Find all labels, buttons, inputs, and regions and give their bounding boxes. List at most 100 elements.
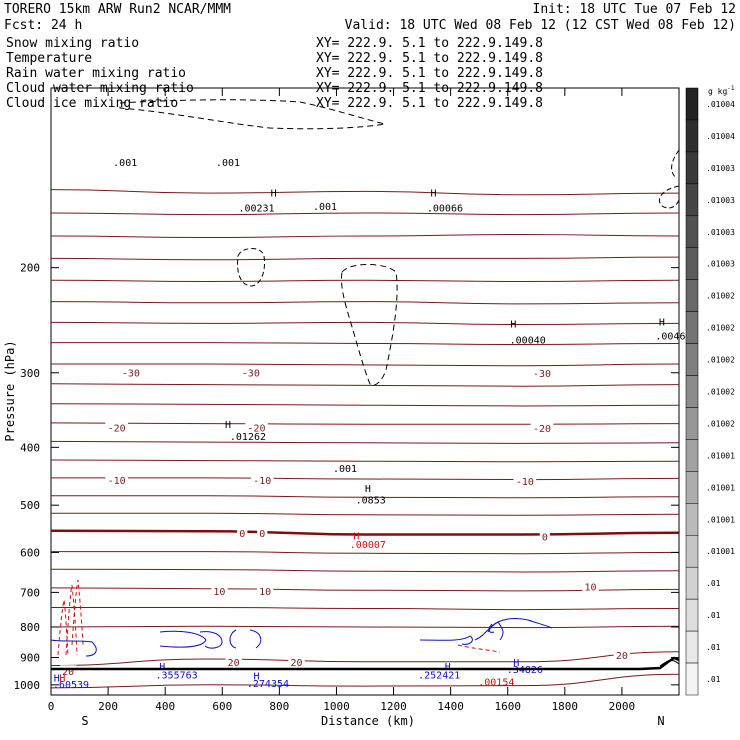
isotherm-line — [50, 477, 680, 481]
temperature-label: 20 — [616, 651, 628, 662]
legend-cloud-ice: Cloud ice mixing ratio — [6, 96, 178, 111]
contour-annotation: H — [353, 532, 359, 543]
colorbar-label: .01 — [706, 611, 721, 620]
temperature-label-bg — [539, 530, 550, 543]
rain-plume-2 — [65, 584, 78, 656]
contour-annotation: .00154 — [478, 678, 514, 689]
contour-annotation: .60539 — [53, 680, 89, 691]
temperature-label-bg — [105, 421, 128, 434]
colorbar: .01004 .01004 .01003 .01003 .01003 .01003 .010… — [685, 87, 735, 696]
colorbar-label: .01001 — [706, 547, 735, 556]
colorbar-label: .01002 — [706, 388, 735, 397]
contour-annotation: .01262 — [230, 432, 266, 443]
colorbar-swatch — [685, 535, 699, 568]
colorbar-swatch — [685, 598, 699, 632]
contour-annotation: H — [271, 189, 277, 200]
temperature-label: 20 — [62, 667, 74, 678]
cloud-water-a — [159, 630, 207, 648]
y-tick-label: 400 — [20, 441, 40, 454]
isotherm-line — [50, 342, 680, 346]
contour-annotation: .274354 — [247, 679, 289, 690]
temperature-label-bg — [582, 581, 599, 594]
temperature-label-bg — [256, 585, 274, 598]
colorbar-swatch — [685, 566, 699, 600]
contour-annotation: H — [254, 672, 260, 683]
x-axis-label: Distance (km) — [321, 714, 415, 728]
isotherm-line — [50, 279, 680, 283]
colorbar-swatch — [685, 311, 699, 344]
y-tick-label: 500 — [20, 499, 40, 512]
temperature-label-bg — [237, 527, 248, 540]
y-tick-label: 200 — [20, 262, 40, 275]
colorbar-label: .01002 — [706, 324, 735, 333]
temperature-label: -20 — [247, 423, 265, 434]
temperature-label: -10 — [516, 477, 534, 488]
cloud-water-g — [488, 623, 495, 633]
colorbar-swatch — [685, 215, 699, 248]
cloud-water-left — [50, 639, 97, 657]
colorbar-label: .01001 — [706, 515, 735, 524]
temperature-labels: -30 -30 -30 -20 -20 -20 -10 -10 -10 0 0 0 10 10 10 20 20… — [59, 366, 631, 678]
colorbar-label: .01003 — [706, 228, 735, 237]
legend-snow: Snow mixing ratio — [6, 36, 139, 51]
x-tick-label: 1600 — [494, 700, 521, 713]
plot-frame — [50, 87, 680, 696]
legend-snow-xy: XY= 222.9. 5.1 to 222.9.149.8 — [316, 36, 543, 51]
isotherm-line — [50, 422, 680, 425]
colorbar-label: .01004 — [706, 100, 735, 109]
temperature-label: 10 — [584, 583, 596, 594]
colorbar-label: .01001 — [706, 483, 735, 492]
y-tick-label: 800 — [20, 621, 40, 634]
temperature-label: 10 — [259, 587, 271, 598]
terrain-edge — [659, 659, 680, 667]
legend-temperature: Temperature — [6, 51, 92, 66]
temperature-label-bg — [257, 527, 268, 540]
temperature-label: 0 — [239, 529, 245, 540]
isotherm-line — [50, 440, 680, 444]
colorbar-label: .01 — [706, 579, 721, 588]
temperature-label-bg — [119, 366, 143, 379]
forecast-hour: Fcst: 24 h — [4, 18, 82, 33]
isotherm-line — [50, 651, 680, 666]
colorbar-swatch — [685, 630, 699, 664]
colorbar-swatch — [685, 503, 699, 536]
temperature-label-bg — [513, 475, 537, 488]
isotherm-line — [50, 256, 680, 261]
colorbar-label: .01003 — [706, 260, 735, 269]
temperature-label: 10 — [213, 587, 225, 598]
field-legend: Snow mixing ratio XY= 222.9. 5.1 to 222.… — [6, 36, 543, 111]
temperature-label: -10 — [108, 476, 126, 487]
contour-annotation: .252421 — [418, 670, 460, 681]
hydrometeor-contours — [50, 99, 680, 657]
contour-annotation: H — [430, 189, 436, 200]
colorbar-swatch — [685, 247, 699, 280]
contour-annotation: .001 — [113, 158, 137, 169]
contour-annotation: .00040 — [510, 336, 546, 347]
colorbar-swatch — [685, 662, 699, 696]
contour-annotation: H — [445, 662, 451, 673]
contour-annotation: H — [225, 420, 231, 431]
colorbar-unit: g kg-1 — [708, 85, 735, 96]
colorbar-label: .01003 — [706, 164, 735, 173]
legend-rain-xy: XY= 222.9. 5.1 to 222.9.149.8 — [316, 66, 543, 81]
temperature-label: -20 — [108, 423, 126, 434]
terrain-line — [51, 656, 680, 671]
contour-annotation: H — [510, 320, 516, 331]
isotherm-line — [50, 551, 680, 555]
y-axis-label: Pressure (hPa) — [3, 340, 17, 441]
colorbar-swatch — [685, 407, 699, 440]
model-title: TORERO 15km ARW Run2 NCAR/MMM — [4, 2, 231, 17]
x-tick-label: 400 — [155, 700, 175, 713]
colorbar-swatch — [685, 343, 699, 376]
isotherm-line — [50, 673, 680, 689]
contour-annotation: .355763 — [156, 670, 198, 681]
contour-annotation: .001 — [216, 158, 240, 169]
isotherm-line — [50, 383, 680, 387]
init-time: Init: 18 UTC Tue 07 Feb 12 — [533, 2, 737, 17]
contour-annotation: .001 — [313, 202, 337, 213]
x-tick-label: 0 — [48, 700, 55, 713]
temperature-label-bg — [245, 421, 268, 434]
temperature-label-bg — [530, 367, 554, 380]
isotherm-line — [50, 301, 680, 305]
snow-small-contour — [237, 248, 265, 287]
